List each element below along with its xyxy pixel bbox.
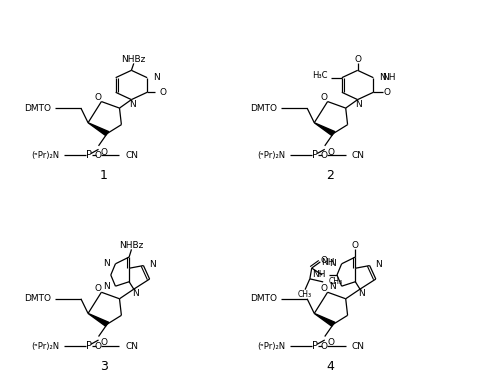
Polygon shape: [314, 314, 335, 326]
Text: 1: 1: [100, 169, 108, 182]
Text: O: O: [320, 256, 328, 265]
Text: DMTO: DMTO: [250, 104, 277, 113]
Text: O: O: [101, 148, 108, 157]
Text: O: O: [383, 88, 390, 97]
Text: 2: 2: [326, 169, 334, 182]
Text: N: N: [358, 289, 365, 298]
Text: O: O: [94, 93, 102, 102]
Text: O: O: [160, 88, 167, 97]
Text: N: N: [103, 282, 110, 291]
Text: N: N: [329, 258, 336, 268]
Polygon shape: [314, 123, 335, 135]
Text: (ᵊPr)₂N: (ᵊPr)₂N: [31, 342, 59, 351]
Text: O: O: [354, 55, 361, 64]
Text: (ᵊPr)₂N: (ᵊPr)₂N: [258, 342, 285, 351]
Text: O: O: [320, 342, 327, 351]
Text: DMTO: DMTO: [250, 294, 277, 303]
Text: O: O: [327, 338, 334, 348]
Text: P: P: [86, 151, 92, 161]
Text: O: O: [94, 151, 101, 160]
Text: NH: NH: [312, 270, 326, 279]
Text: P: P: [86, 341, 92, 351]
Text: CN: CN: [352, 151, 365, 160]
Text: O: O: [94, 342, 101, 351]
Text: NHBz: NHBz: [122, 55, 146, 64]
Text: DMTO: DMTO: [24, 294, 51, 303]
Text: O: O: [320, 151, 327, 160]
Text: CN: CN: [352, 342, 365, 351]
Text: NHBz: NHBz: [119, 241, 144, 250]
Text: DMTO: DMTO: [24, 104, 51, 113]
Text: CN: CN: [125, 151, 138, 160]
Text: O: O: [352, 241, 359, 250]
Text: NH: NH: [321, 258, 335, 267]
Text: N: N: [376, 260, 382, 268]
Text: N: N: [355, 100, 362, 109]
Text: CN: CN: [125, 342, 138, 351]
Text: N: N: [129, 100, 136, 109]
Text: 3: 3: [100, 360, 108, 373]
Text: H₃C: H₃C: [312, 71, 328, 80]
Text: N: N: [149, 260, 156, 268]
Text: P: P: [312, 341, 318, 351]
Text: N: N: [379, 73, 386, 82]
Text: NH: NH: [382, 73, 396, 82]
Text: O: O: [327, 148, 334, 157]
Text: 4: 4: [326, 360, 334, 373]
Text: P: P: [312, 151, 318, 161]
Text: (ᵊPr)₂N: (ᵊPr)₂N: [258, 151, 285, 160]
Text: O: O: [101, 338, 108, 348]
Text: CH₃: CH₃: [329, 277, 342, 286]
Text: O: O: [94, 284, 102, 293]
Text: CH₃: CH₃: [298, 290, 312, 299]
Text: (ᵊPr)₂N: (ᵊPr)₂N: [31, 151, 59, 160]
Polygon shape: [88, 314, 109, 326]
Text: N: N: [329, 282, 336, 291]
Text: N: N: [103, 258, 110, 268]
Text: N: N: [153, 73, 160, 82]
Text: N: N: [132, 289, 139, 298]
Text: O: O: [321, 93, 328, 102]
Text: O: O: [321, 284, 328, 293]
Polygon shape: [88, 123, 109, 135]
